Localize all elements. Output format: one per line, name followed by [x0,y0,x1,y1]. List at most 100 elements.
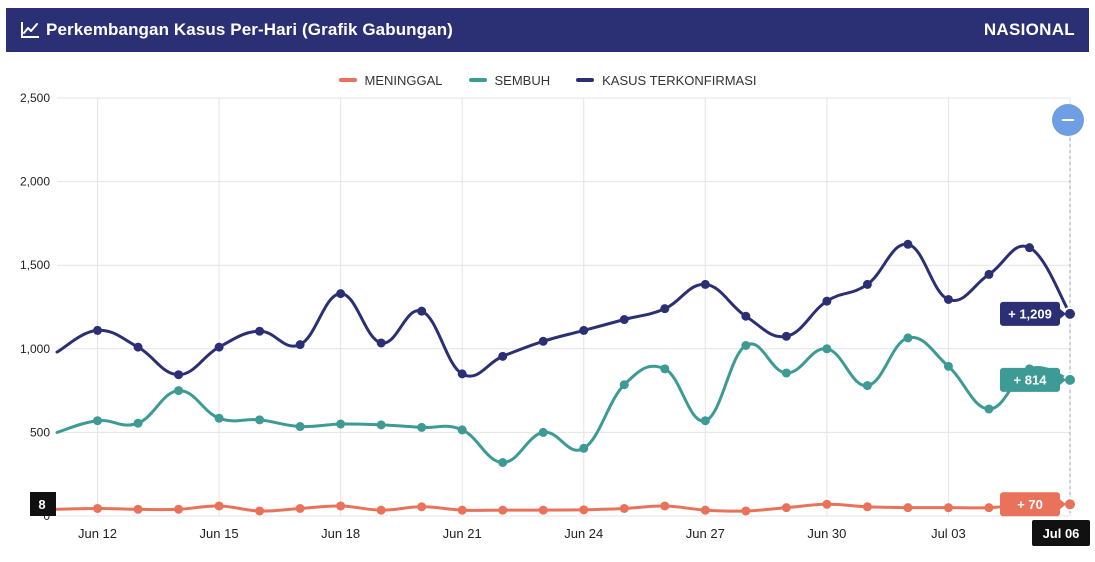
tooltip-confirmed-box [1000,301,1060,326]
data-point-kasus-terkonfirmasi[interactable] [1024,243,1034,253]
legend-item-meninggal[interactable]: MENINGGAL [338,73,443,88]
chart-legend: MENINGGAL SEMBUH KASUS TERKONFIRMASI [0,70,1095,90]
legend-swatch-kasus-terkonfirmasi [576,78,595,82]
data-point-meninggal[interactable] [538,505,548,515]
data-point-sembuh[interactable] [903,333,913,343]
data-point-kasus-terkonfirmasi[interactable] [133,342,143,352]
series-line-kasus-terkonfirmasi [55,242,1072,378]
data-point-meninggal[interactable] [943,503,953,513]
chart-title: Perkembangan Kasus Per-Hari (Grafik Gabu… [46,20,453,39]
data-point-sembuh[interactable] [660,364,670,374]
data-point-kasus-terkonfirmasi[interactable] [336,289,346,299]
data-point-sembuh[interactable] [538,427,548,437]
data-point-sembuh[interactable] [943,361,953,371]
data-point-meninggal[interactable] [457,505,467,515]
trend-chart-icon [21,22,39,38]
data-point-sembuh[interactable] [619,380,629,390]
data-point-meninggal[interactable] [619,503,629,513]
y-tick-label: 2,000 [20,175,50,189]
data-point-sembuh[interactable] [295,422,305,432]
data-point-kasus-terkonfirmasi[interactable] [255,326,265,336]
tooltip-deaths-box [1000,492,1060,517]
data-point-meninggal[interactable] [700,505,710,515]
data-point-kasus-terkonfirmasi[interactable] [781,331,791,341]
data-point-kasus-terkonfirmasi[interactable] [93,325,103,335]
data-point-meninggal[interactable] [579,505,589,515]
data-point-sembuh[interactable] [822,344,832,354]
chart-header: Perkembangan Kasus Per-Hari (Grafik Gabu… [6,8,1089,52]
data-point-meninggal[interactable] [741,506,751,516]
data-point-sembuh[interactable] [93,416,103,426]
data-point-sembuh[interactable] [741,340,751,350]
crosshair-date-label: Jul 06 [1032,520,1090,546]
data-point-kasus-terkonfirmasi[interactable] [417,306,427,316]
data-point-meninggal[interactable] [984,503,994,513]
tooltip-confirmed-pointer [1060,308,1066,319]
x-tick-label: Jun 30 [807,526,846,541]
data-point-sembuh[interactable] [781,368,791,378]
y-tick-label: 2,500 [20,91,50,105]
x-tick-label: Jun 24 [564,526,603,541]
data-point-sembuh[interactable] [579,443,589,453]
data-point-meninggal[interactable] [660,501,670,511]
tooltip-recovered: + 814 [1000,367,1066,392]
data-point-kasus-terkonfirmasi[interactable] [498,351,508,361]
data-point-kasus-terkonfirmasi[interactable] [538,336,548,346]
data-point-sembuh[interactable] [214,413,224,423]
tooltip-confirmed-text: + 1,209 [1008,306,1052,321]
legend-item-sembuh[interactable]: SEMBUH [468,73,550,88]
data-point-kasus-terkonfirmasi[interactable] [457,369,467,379]
data-point-meninggal[interactable] [255,506,265,516]
data-point-sembuh[interactable] [457,425,467,435]
data-point-sembuh[interactable] [862,381,872,391]
tooltip-recovered-text: + 814 [1014,372,1048,387]
data-point-sembuh[interactable] [700,416,710,426]
data-point-sembuh[interactable] [376,420,386,430]
data-point-meninggal[interactable] [781,503,791,513]
data-point-meninggal[interactable] [336,501,346,511]
data-point-kasus-terkonfirmasi[interactable] [943,294,953,304]
zoom-reset-button[interactable] [1052,104,1084,136]
data-point-meninggal[interactable] [295,503,305,513]
data-point-meninggal[interactable] [822,499,832,509]
data-point-kasus-terkonfirmasi[interactable] [619,315,629,325]
data-point-meninggal[interactable] [862,502,872,512]
tooltip-recovered-pointer [1060,374,1066,385]
data-point-sembuh[interactable] [255,415,265,425]
data-point-kasus-terkonfirmasi[interactable] [295,340,305,350]
data-point-kasus-terkonfirmasi[interactable] [579,325,589,335]
data-point-meninggal[interactable] [417,502,427,512]
y-tick-label: 1,000 [20,342,50,356]
data-point-kasus-terkonfirmasi[interactable] [862,279,872,289]
data-point-sembuh[interactable] [133,418,143,428]
legend-item-kasus-terkonfirmasi[interactable]: KASUS TERKONFIRMASI [576,73,756,88]
data-point-kasus-terkonfirmasi[interactable] [903,239,913,249]
crosshair-date-text: Jul 06 [1043,526,1080,541]
x-tick-label: Jun 27 [686,526,725,541]
data-point-kasus-terkonfirmasi[interactable] [984,269,994,279]
data-point-kasus-terkonfirmasi[interactable] [174,370,184,380]
data-point-sembuh[interactable] [174,386,184,396]
y-tick-label: 1,500 [20,258,50,272]
data-point-sembuh[interactable] [498,457,508,467]
data-point-meninggal[interactable] [498,505,508,515]
data-point-sembuh[interactable] [417,422,427,432]
data-point-meninggal[interactable] [214,501,224,511]
crosshair-value-label: 8 [30,492,56,516]
x-tick-label: Jun 21 [443,526,482,541]
data-point-sembuh[interactable] [984,404,994,414]
data-point-meninggal[interactable] [93,503,103,513]
data-point-meninggal[interactable] [133,504,143,514]
data-point-meninggal[interactable] [174,504,184,514]
data-point-kasus-terkonfirmasi[interactable] [376,338,386,348]
data-point-sembuh[interactable] [336,419,346,429]
data-point-kasus-terkonfirmasi[interactable] [822,296,832,306]
data-point-kasus-terkonfirmasi[interactable] [214,342,224,352]
data-point-kasus-terkonfirmasi[interactable] [660,304,670,314]
data-point-kasus-terkonfirmasi[interactable] [741,311,751,321]
data-point-kasus-terkonfirmasi[interactable] [700,279,710,289]
data-point-meninggal[interactable] [376,505,386,515]
data-point-meninggal[interactable] [903,503,913,513]
